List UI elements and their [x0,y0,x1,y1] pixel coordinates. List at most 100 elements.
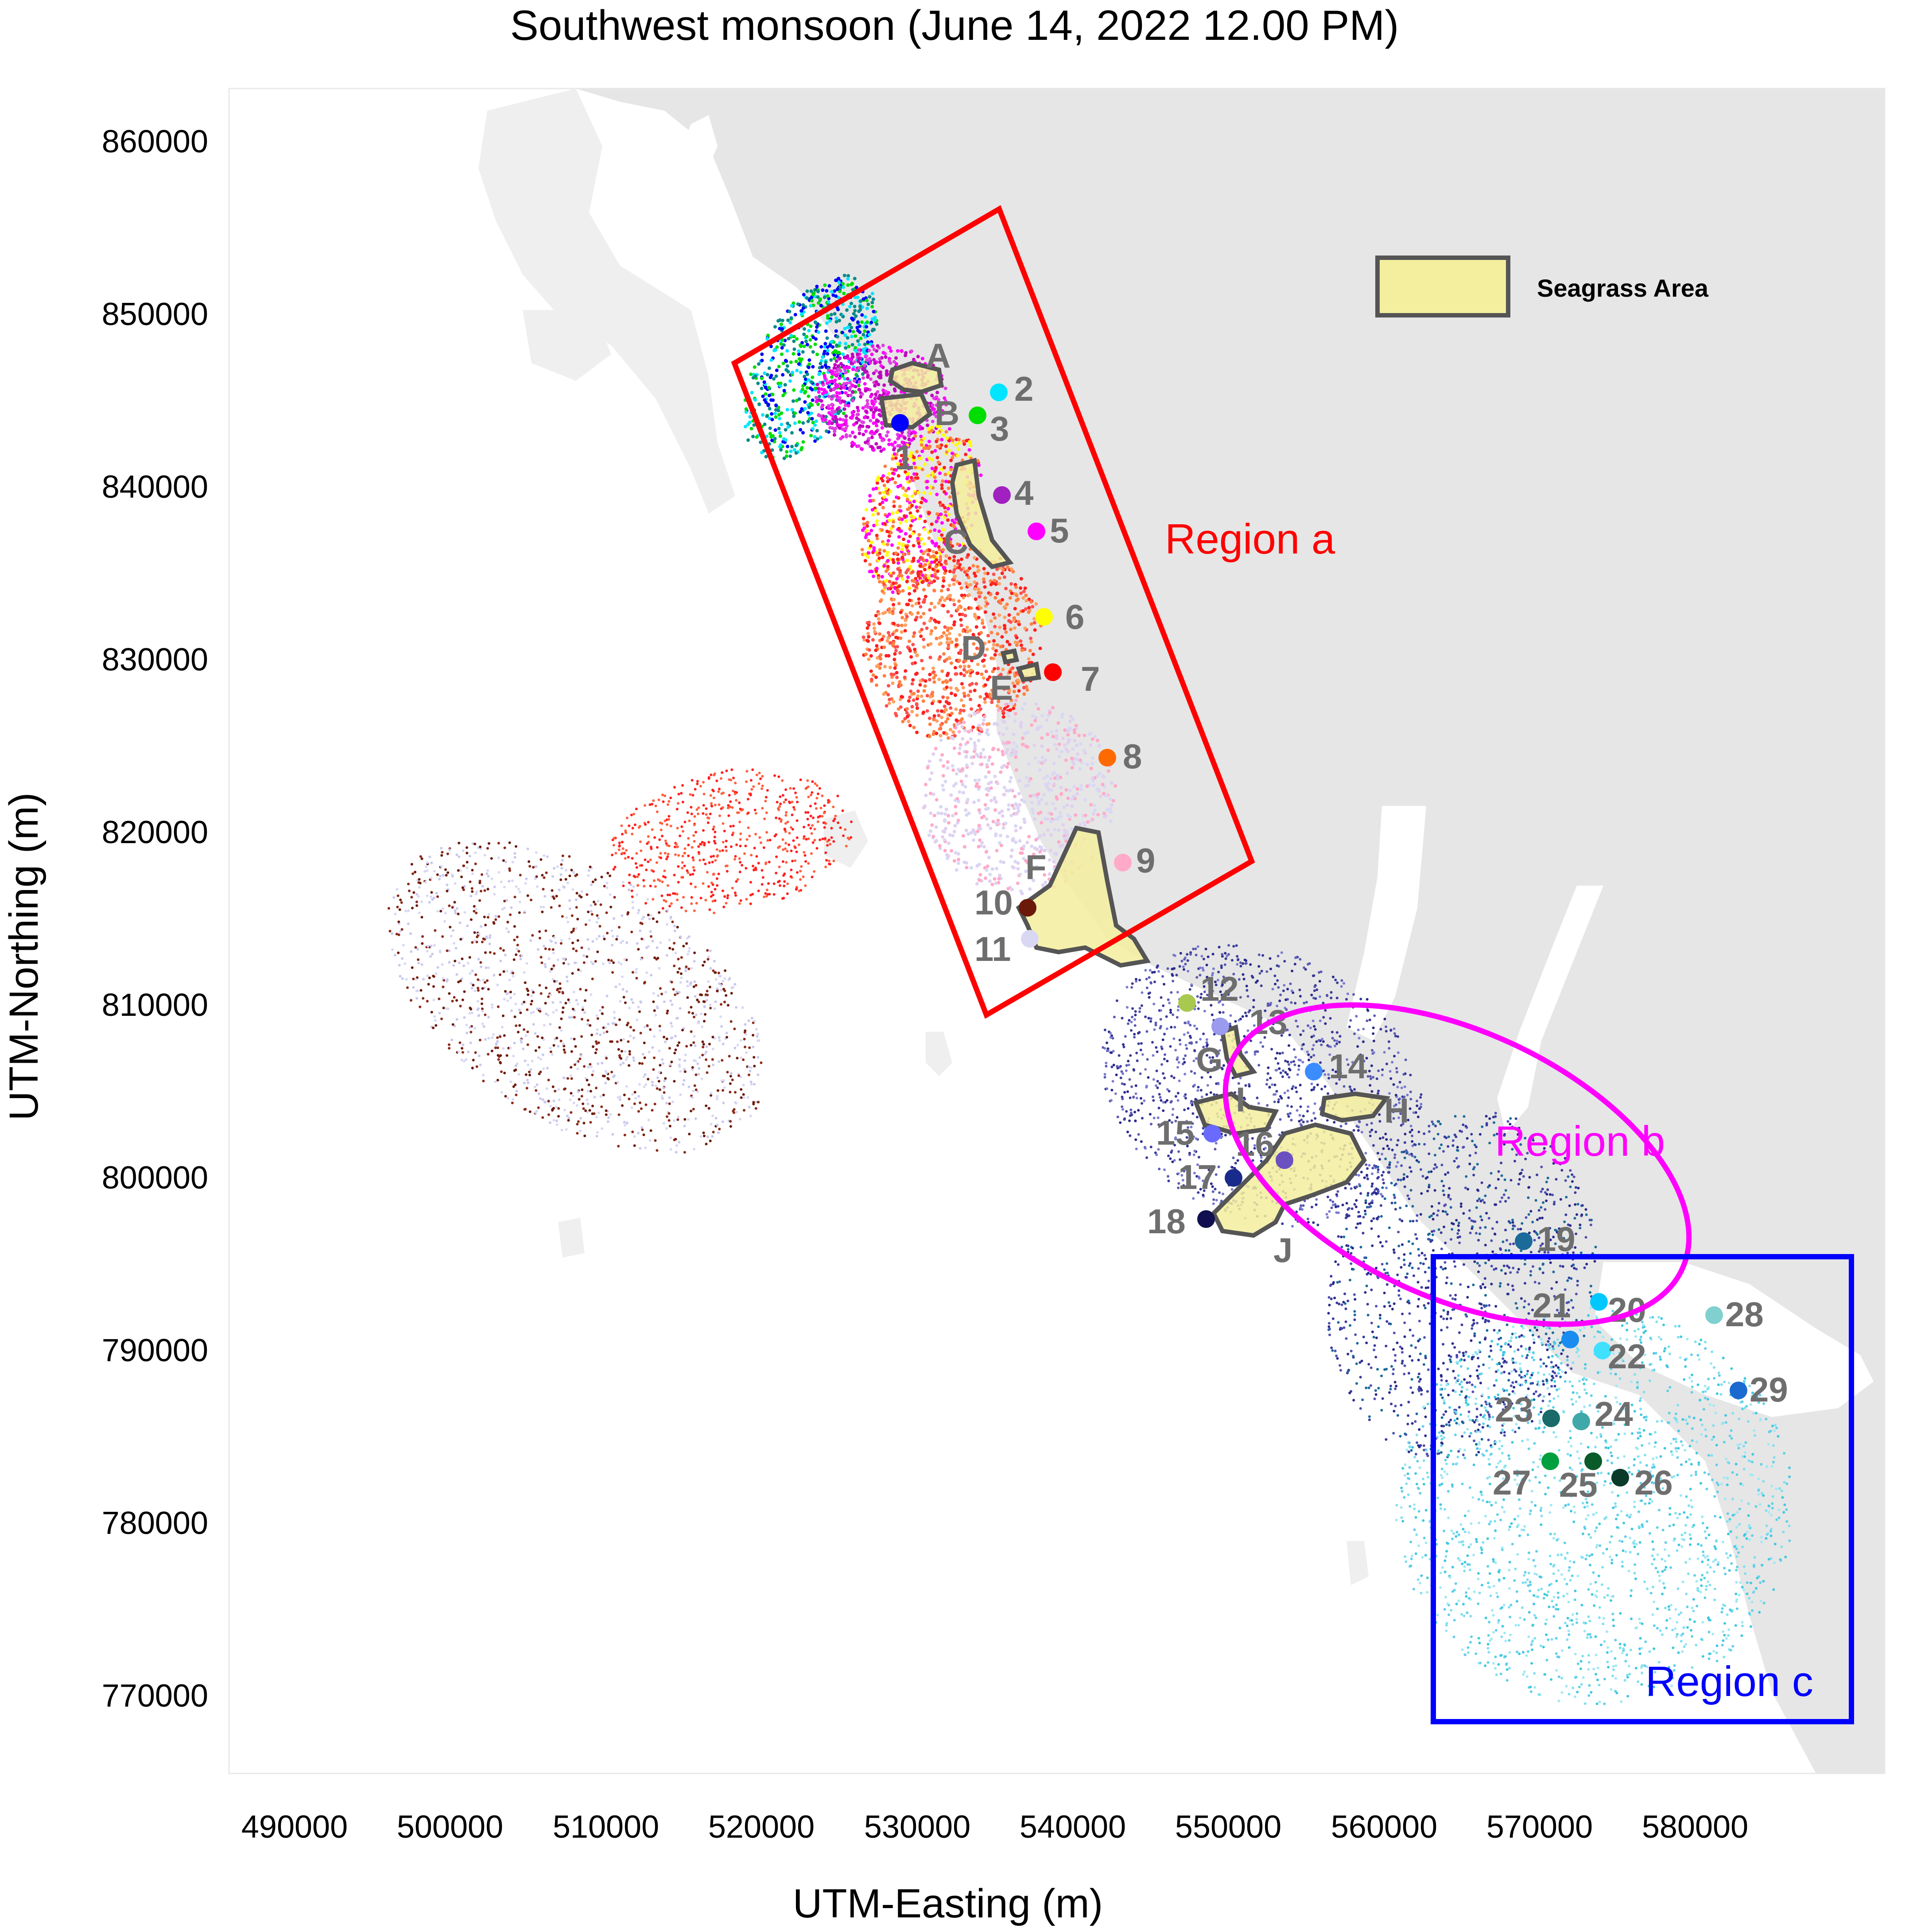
station-20-marker [1590,1293,1608,1311]
station-8-label: 8 [1123,737,1142,776]
x-axis-label: UTM-Easting (m) [793,1881,1103,1926]
station-9-label: 9 [1136,841,1155,880]
seagrass-A-label: A [926,336,951,375]
y-tick-label: 850000 [102,297,208,332]
y-tick-label: 830000 [102,642,208,678]
seagrass-H [1319,1091,1391,1123]
station-12-label: 12 [1200,969,1239,1008]
y-tick-label: 840000 [102,469,208,505]
station-29-marker [1730,1382,1747,1399]
station-9-marker [1114,854,1132,871]
x-tick-label: 520000 [708,1809,815,1845]
region-c-label: Region c [1645,1658,1813,1705]
station-5-marker [1028,523,1045,540]
seagrass-H-label: H [1384,1091,1409,1130]
station-27-label: 27 [1493,1463,1531,1502]
station-18-label: 18 [1147,1202,1186,1241]
station-19-marker [1515,1232,1533,1250]
station-17-marker [1225,1169,1242,1187]
seagrass-J-label: J [1273,1231,1292,1270]
station-4-label: 4 [1014,473,1033,512]
station-1-label: 1 [895,438,914,477]
station-24-label: 24 [1595,1394,1633,1433]
station-10-marker [1019,899,1036,917]
station-17-label: 17 [1178,1158,1217,1196]
island-south-1 [1346,1541,1369,1585]
seagrass-C [950,457,1014,569]
x-tick-label: 570000 [1486,1809,1593,1845]
station-28-marker [1705,1306,1723,1324]
y-tick-label: 810000 [102,987,208,1023]
x-tick-label: 550000 [1175,1809,1281,1845]
station-2-marker [990,383,1008,401]
seagrass-E-label: E [990,668,1013,707]
station-7-label: 7 [1081,659,1100,698]
station-11-label: 11 [974,929,1011,968]
station-7-marker [1044,663,1062,681]
station-11-marker [1021,930,1039,948]
seagrass-A [888,360,944,395]
region-b-label: Region b [1495,1118,1665,1165]
station-5-label: 5 [1050,511,1069,550]
station-25-marker [1584,1452,1602,1470]
seagrass-F [1016,825,1151,968]
island-west-4 [558,1218,585,1258]
legend-swatch [1375,256,1510,317]
y-tick-label: 860000 [102,124,208,159]
station-21-marker [1561,1331,1579,1348]
legend-label: Seagrass Area [1537,274,1709,302]
station-15-label: 15 [1156,1113,1195,1152]
station-22-marker [1594,1342,1611,1359]
seagrass-labels: AB C DE F G H I J [926,336,1409,1270]
x-tick-label: 530000 [864,1809,970,1845]
y-tick-label: 800000 [102,1160,208,1196]
y-tick-label: 770000 [102,1678,208,1714]
seagrass-G-label: G [1196,1040,1223,1079]
station-3-label: 3 [990,409,1009,448]
station-14-label: 14 [1329,1047,1367,1086]
seagrass-D-label: D [961,628,986,667]
seagrass-E [1016,661,1041,682]
figure-title: Southwest monsoon (June 14, 2022 12.00 P… [510,2,1399,49]
x-tick-label: 560000 [1331,1809,1437,1845]
station-24-marker [1572,1413,1590,1430]
seagrass-D [1000,648,1020,665]
estuary-channel-north [664,115,718,208]
estuary-channel-bay [1595,1262,1874,1417]
station-1-marker [891,414,909,432]
station-14-marker [1305,1063,1323,1080]
x-tick-label: 540000 [1020,1809,1126,1845]
seagrass-I-label: I [1236,1080,1246,1119]
station-3-marker [969,407,986,424]
station-8-marker [1098,749,1116,767]
seagrass-F-label: F [1025,848,1047,887]
seagrass-polygons [879,360,1391,1238]
estuary-channel-northeast [1497,886,1603,1134]
station-16-marker [1276,1151,1293,1169]
station-15-marker [1203,1125,1221,1142]
station-18-marker [1197,1210,1215,1228]
station-23-marker [1542,1409,1560,1427]
region-a-shape [731,205,1255,1019]
station-27-marker [1541,1452,1559,1470]
region-a-label: Region a [1165,515,1335,563]
station-2-label: 2 [1014,369,1033,408]
island-west-3 [926,1032,952,1076]
land-west-peninsula [478,89,735,514]
station-12-marker [1178,994,1196,1012]
y-tick-label: 820000 [102,815,208,850]
y-tick-label: 780000 [102,1506,208,1541]
station-26-label: 26 [1634,1463,1673,1502]
estuary-channel-east [1346,806,1426,1041]
station-21-label: 21 [1533,1286,1571,1325]
station-13-marker [1211,1018,1229,1035]
station-22-label: 22 [1608,1337,1646,1376]
seagrass-B-label: B [935,394,959,433]
station-25-label: 25 [1559,1465,1598,1504]
legend: Seagrass Area [1375,256,1709,317]
island-west-2 [824,810,868,868]
x-tick-label: 490000 [241,1809,348,1845]
station-26-marker [1611,1469,1629,1487]
